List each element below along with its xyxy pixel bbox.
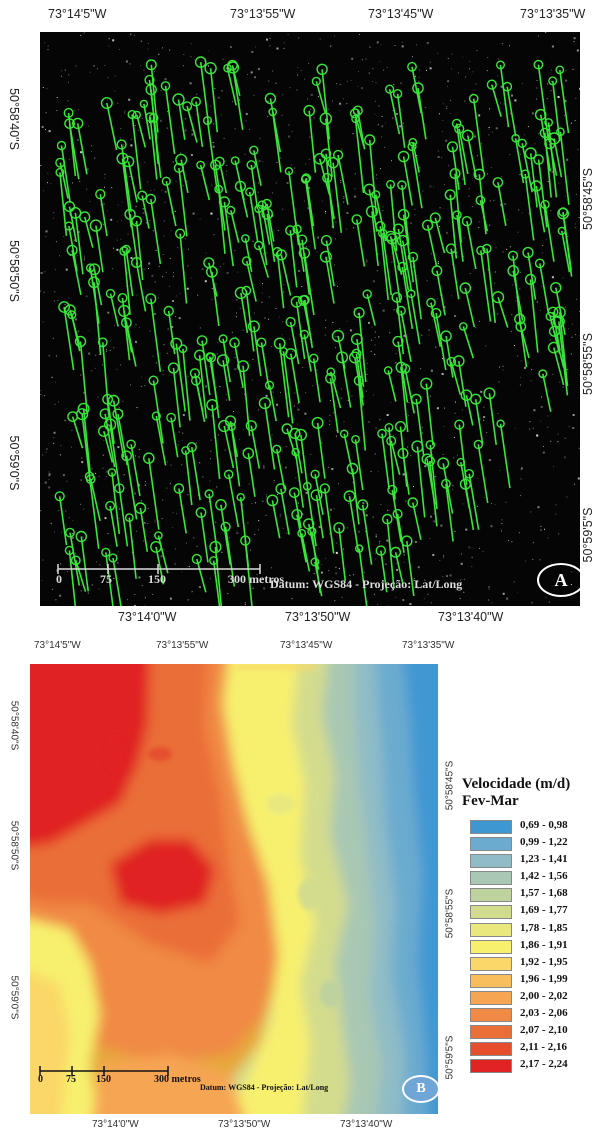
lat-label-right: 50°59'5"S: [444, 1035, 456, 1080]
lat-label-right: 50°58'45"S: [444, 760, 456, 811]
radar-image-frame: 0 75 150 300 metros Datum: WGS84 - Proje…: [40, 32, 580, 606]
lat-label-left: 50°58'40"S: [8, 700, 20, 751]
lat-label-right: 50°58'45"S: [581, 168, 595, 230]
legend-item: 2,00 - 2,02: [462, 990, 598, 1005]
legend-swatch: [470, 1025, 512, 1040]
scale-label: 75: [66, 1074, 76, 1085]
lat-label-left: 50°58'50"S: [8, 820, 20, 871]
lon-label-bottom: 73°13'40"W: [340, 1119, 393, 1130]
legend-label: 2,11 - 2,16: [520, 1041, 568, 1054]
panel-badge: B: [402, 1075, 438, 1103]
lon-label-top: 73°14'5"W: [48, 7, 107, 21]
datum-text: Datum: WGS84 - Projeção: Lat/Long: [270, 577, 463, 591]
legend-swatch: [470, 973, 512, 988]
scale-bar-ticks: [39, 1066, 169, 1076]
legend-item: 1,42 - 1,56: [462, 870, 598, 886]
scale-label: 0: [56, 572, 62, 586]
velocity-zones: [30, 664, 438, 1114]
legend-item: 2,07 - 2,10: [462, 1024, 598, 1040]
legend-item: 0,69 - 0,98: [462, 819, 598, 834]
legend-label: 1,86 - 1,91: [520, 938, 568, 951]
velocity-legend: Velocidade (m/d) Fev-Mar 0,69 - 0,98 0,99…: [462, 776, 598, 1075]
lon-label-bottom: 73°14'0"W: [118, 610, 177, 624]
lat-label-right: 50°58'55"S: [581, 333, 595, 395]
legend-label: 1,42 - 1,56: [520, 870, 568, 883]
legend-label: 1,23 - 1,41: [520, 853, 568, 866]
lon-label-top: 73°13'55"W: [230, 7, 296, 21]
velocity-raster-map-panel: 73°14'5"W 73°13'55"W 73°13'45"W 73°13'35…: [0, 640, 600, 1133]
datum-text: Datum: WGS84 - Projeção: Lat/Long: [200, 1083, 329, 1092]
legend-subtitle: Fev-Mar: [462, 793, 519, 809]
legend-swatch: [470, 1059, 512, 1074]
lat-label-left: 50°59'0"S: [8, 975, 20, 1020]
legend-item: 1,92 - 1,95: [462, 956, 598, 971]
lat-label-left: 50°59'0"S: [7, 435, 21, 491]
legend-swatch: [470, 1008, 512, 1023]
legend-items: 0,69 - 0,98 0,99 - 1,22 1,23 - 1,41 1,42 - …: [462, 819, 598, 1074]
scale-label: 300 metros: [154, 1074, 201, 1085]
legend-swatch: [470, 871, 512, 886]
legend-title: Velocidade (m/d): [462, 776, 571, 792]
legend-label: 0,69 - 0,98: [520, 819, 568, 831]
legend-swatch: [470, 922, 512, 937]
lon-label-bottom: 73°13'50"W: [218, 1119, 271, 1130]
legend-item: 1,69 - 1,77: [462, 904, 598, 920]
legend-label: 1,96 - 1,99: [520, 972, 568, 985]
scale-label: 0: [38, 1074, 43, 1085]
legend-swatch: [470, 1042, 512, 1057]
legend-item: 1,78 - 1,85: [462, 922, 598, 937]
vector-group: [54, 56, 573, 606]
legend-item: 1,86 - 1,91: [462, 939, 598, 954]
lon-label-top: 73°13'35"W: [520, 7, 586, 21]
lat-label-left: 50°58'50"S: [7, 240, 21, 302]
legend-swatch: [470, 956, 512, 971]
legend-label: 1,92 - 1,95: [520, 955, 568, 968]
legend-swatch: [470, 888, 512, 903]
legend-swatch: [470, 837, 512, 852]
legend-item: 0,99 - 1,22: [462, 836, 598, 852]
legend-item: 1,23 - 1,41: [462, 853, 598, 869]
panel-badge: A: [537, 563, 580, 597]
legend-swatch: [470, 854, 512, 869]
lat-label-right: 50°58'55"S: [444, 888, 456, 939]
scale-bar-ticks: [57, 564, 261, 574]
legend-item: 2,03 - 2,06: [462, 1007, 598, 1023]
lat-label-left: 50°58'40"S: [7, 88, 21, 150]
legend-swatch: [470, 820, 512, 834]
lon-label-top: 73°13'35"W: [402, 640, 455, 651]
legend-item: 1,57 - 1,68: [462, 887, 598, 903]
legend-label: 2,03 - 2,06: [520, 1007, 568, 1020]
scale-label: 150: [96, 1074, 111, 1085]
legend-label: 2,07 - 2,10: [520, 1024, 568, 1037]
legend-swatch: [470, 990, 512, 1005]
legend-swatch: [470, 905, 512, 920]
legend-label: 0,99 - 1,22: [520, 836, 568, 849]
scale-label: 150: [148, 572, 166, 586]
scale-label: 300 metros: [228, 572, 285, 586]
legend-label: 1,78 - 1,85: [520, 921, 568, 934]
lon-label-bottom: 73°14'0"W: [92, 1119, 139, 1130]
lon-label-top: 73°13'45"W: [368, 7, 434, 21]
lon-label-top: 73°14'5"W: [34, 640, 81, 651]
legend-swatch: [470, 939, 512, 954]
legend-label: 2,17 - 2,24: [520, 1058, 568, 1071]
legend-label: 1,57 - 1,68: [520, 887, 568, 900]
legend-label: 2,00 - 2,02: [520, 989, 568, 1002]
radar-speckle: [40, 32, 580, 606]
velocity-vector-map-panel: 73°14'5"W 73°13'55"W 73°13'45"W 73°13'35…: [7, 7, 595, 624]
displacement-vectors: [40, 32, 580, 606]
lat-label-right: 50°59'5"S: [581, 507, 595, 563]
legend-item: 2,11 - 2,16: [462, 1041, 598, 1057]
legend-item: 2,17 - 2,24: [462, 1058, 598, 1074]
legend-label: 1,69 - 1,77: [520, 904, 568, 917]
lon-label-bottom: 73°13'40"W: [438, 610, 504, 624]
lon-label-bottom: 73°13'50"W: [285, 610, 351, 624]
velocity-raster-frame: 0 75 150 300 metros Datum: WGS84 - Proje…: [30, 664, 438, 1114]
lon-label-top: 73°13'45"W: [280, 640, 333, 651]
legend-item: 1,96 - 1,99: [462, 973, 598, 988]
scale-label: 75: [100, 572, 112, 586]
lon-label-top: 73°13'55"W: [156, 640, 209, 651]
